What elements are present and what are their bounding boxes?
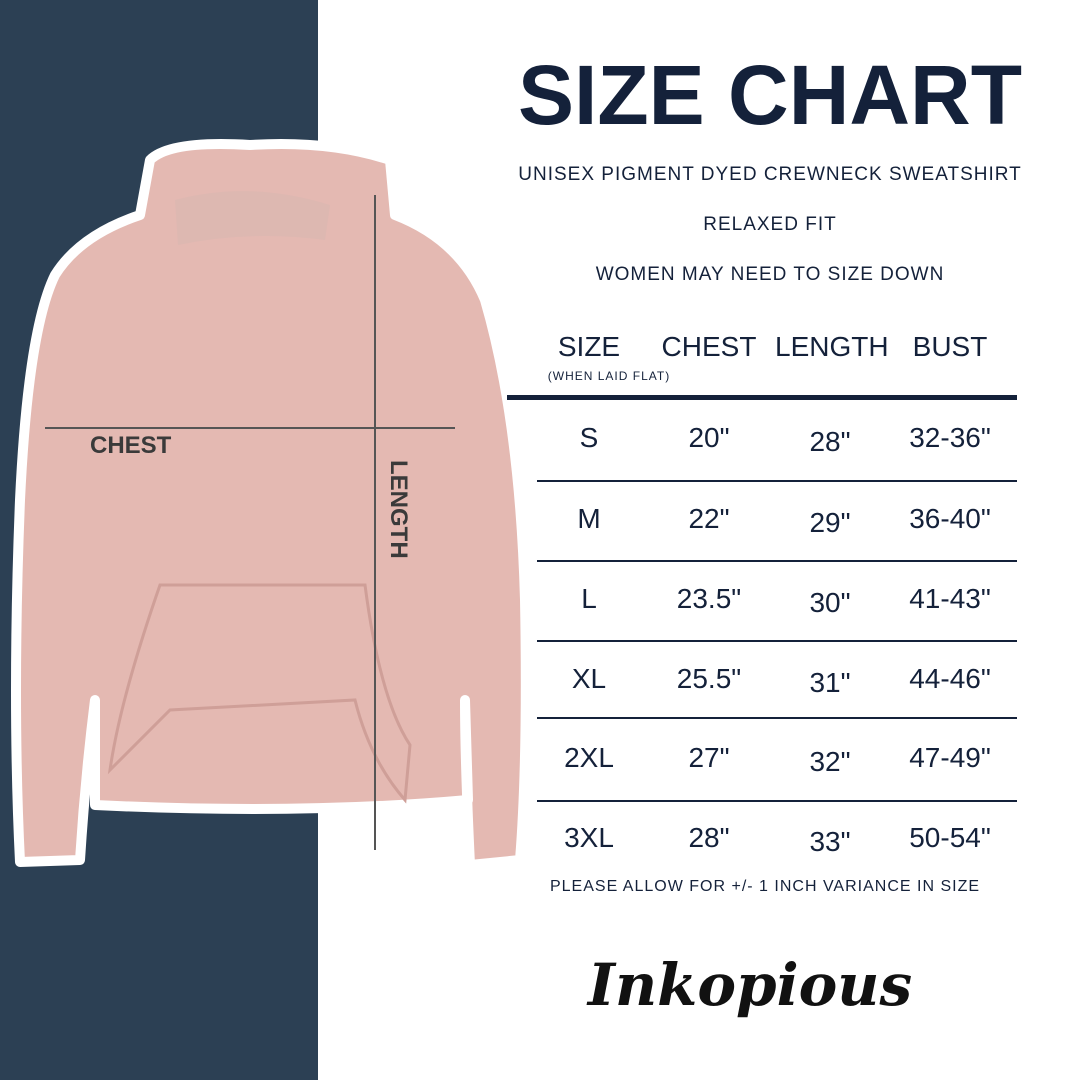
row-divider: [537, 717, 1017, 719]
header-size: SIZE: [557, 331, 621, 362]
subtitle-product: UNISEX PIGMENT DYED CREWNECK SWEATSHIRT: [518, 164, 1022, 185]
footnote: PLEASE ALLOW FOR +/- 1 INCH VARIANCE IN …: [549, 878, 981, 895]
cell-length: 33": [809, 826, 851, 857]
cell-length: 30": [809, 587, 851, 618]
brand-logo: Inkopious: [587, 951, 913, 1019]
cell-bust: 50-54": [909, 822, 991, 853]
cell-size: L: [581, 583, 597, 614]
cell-length: 32": [809, 746, 851, 777]
cell-bust: 32-36": [909, 422, 991, 453]
row-divider: [537, 640, 1017, 642]
cell-length: 29": [809, 507, 851, 538]
header-length: LENGTH: [775, 331, 889, 362]
subtitle-sizing-note: WOMEN MAY NEED TO SIZE DOWN: [595, 264, 945, 285]
header-divider: [507, 395, 1017, 400]
cell-size: 2XL: [564, 742, 614, 773]
chest-label: CHEST: [90, 432, 172, 459]
subtitle-fit: RELAXED FIT: [703, 214, 837, 235]
hoodie-image: [11, 139, 531, 870]
cell-bust: 41-43": [909, 583, 991, 614]
cell-chest: 27": [688, 742, 730, 773]
row-divider: [537, 560, 1017, 562]
cell-chest: 22": [688, 503, 730, 534]
cell-chest: 20": [688, 422, 730, 453]
cell-bust: 44-46": [909, 663, 991, 694]
cell-size: S: [579, 422, 599, 453]
length-label: LENGTH: [385, 460, 412, 559]
header-chest: CHEST: [661, 331, 757, 362]
cell-bust: 36-40": [909, 503, 991, 534]
row-divider: [537, 800, 1017, 802]
cell-chest: 28": [688, 822, 730, 853]
header-bust: BUST: [912, 331, 988, 362]
row-divider: [537, 480, 1017, 482]
chest-note: (WHEN LAID FLAT): [547, 369, 671, 383]
cell-length: 31": [809, 667, 851, 698]
cell-size: 3XL: [564, 822, 614, 853]
page-title: SIZE CHART: [518, 48, 1022, 142]
cell-chest: 23.5": [676, 583, 742, 614]
cell-size: M: [577, 503, 601, 534]
cell-length: 28": [809, 426, 851, 457]
cell-size: XL: [571, 663, 607, 694]
cell-chest: 25.5": [676, 663, 742, 694]
cell-bust: 47-49": [909, 742, 991, 773]
